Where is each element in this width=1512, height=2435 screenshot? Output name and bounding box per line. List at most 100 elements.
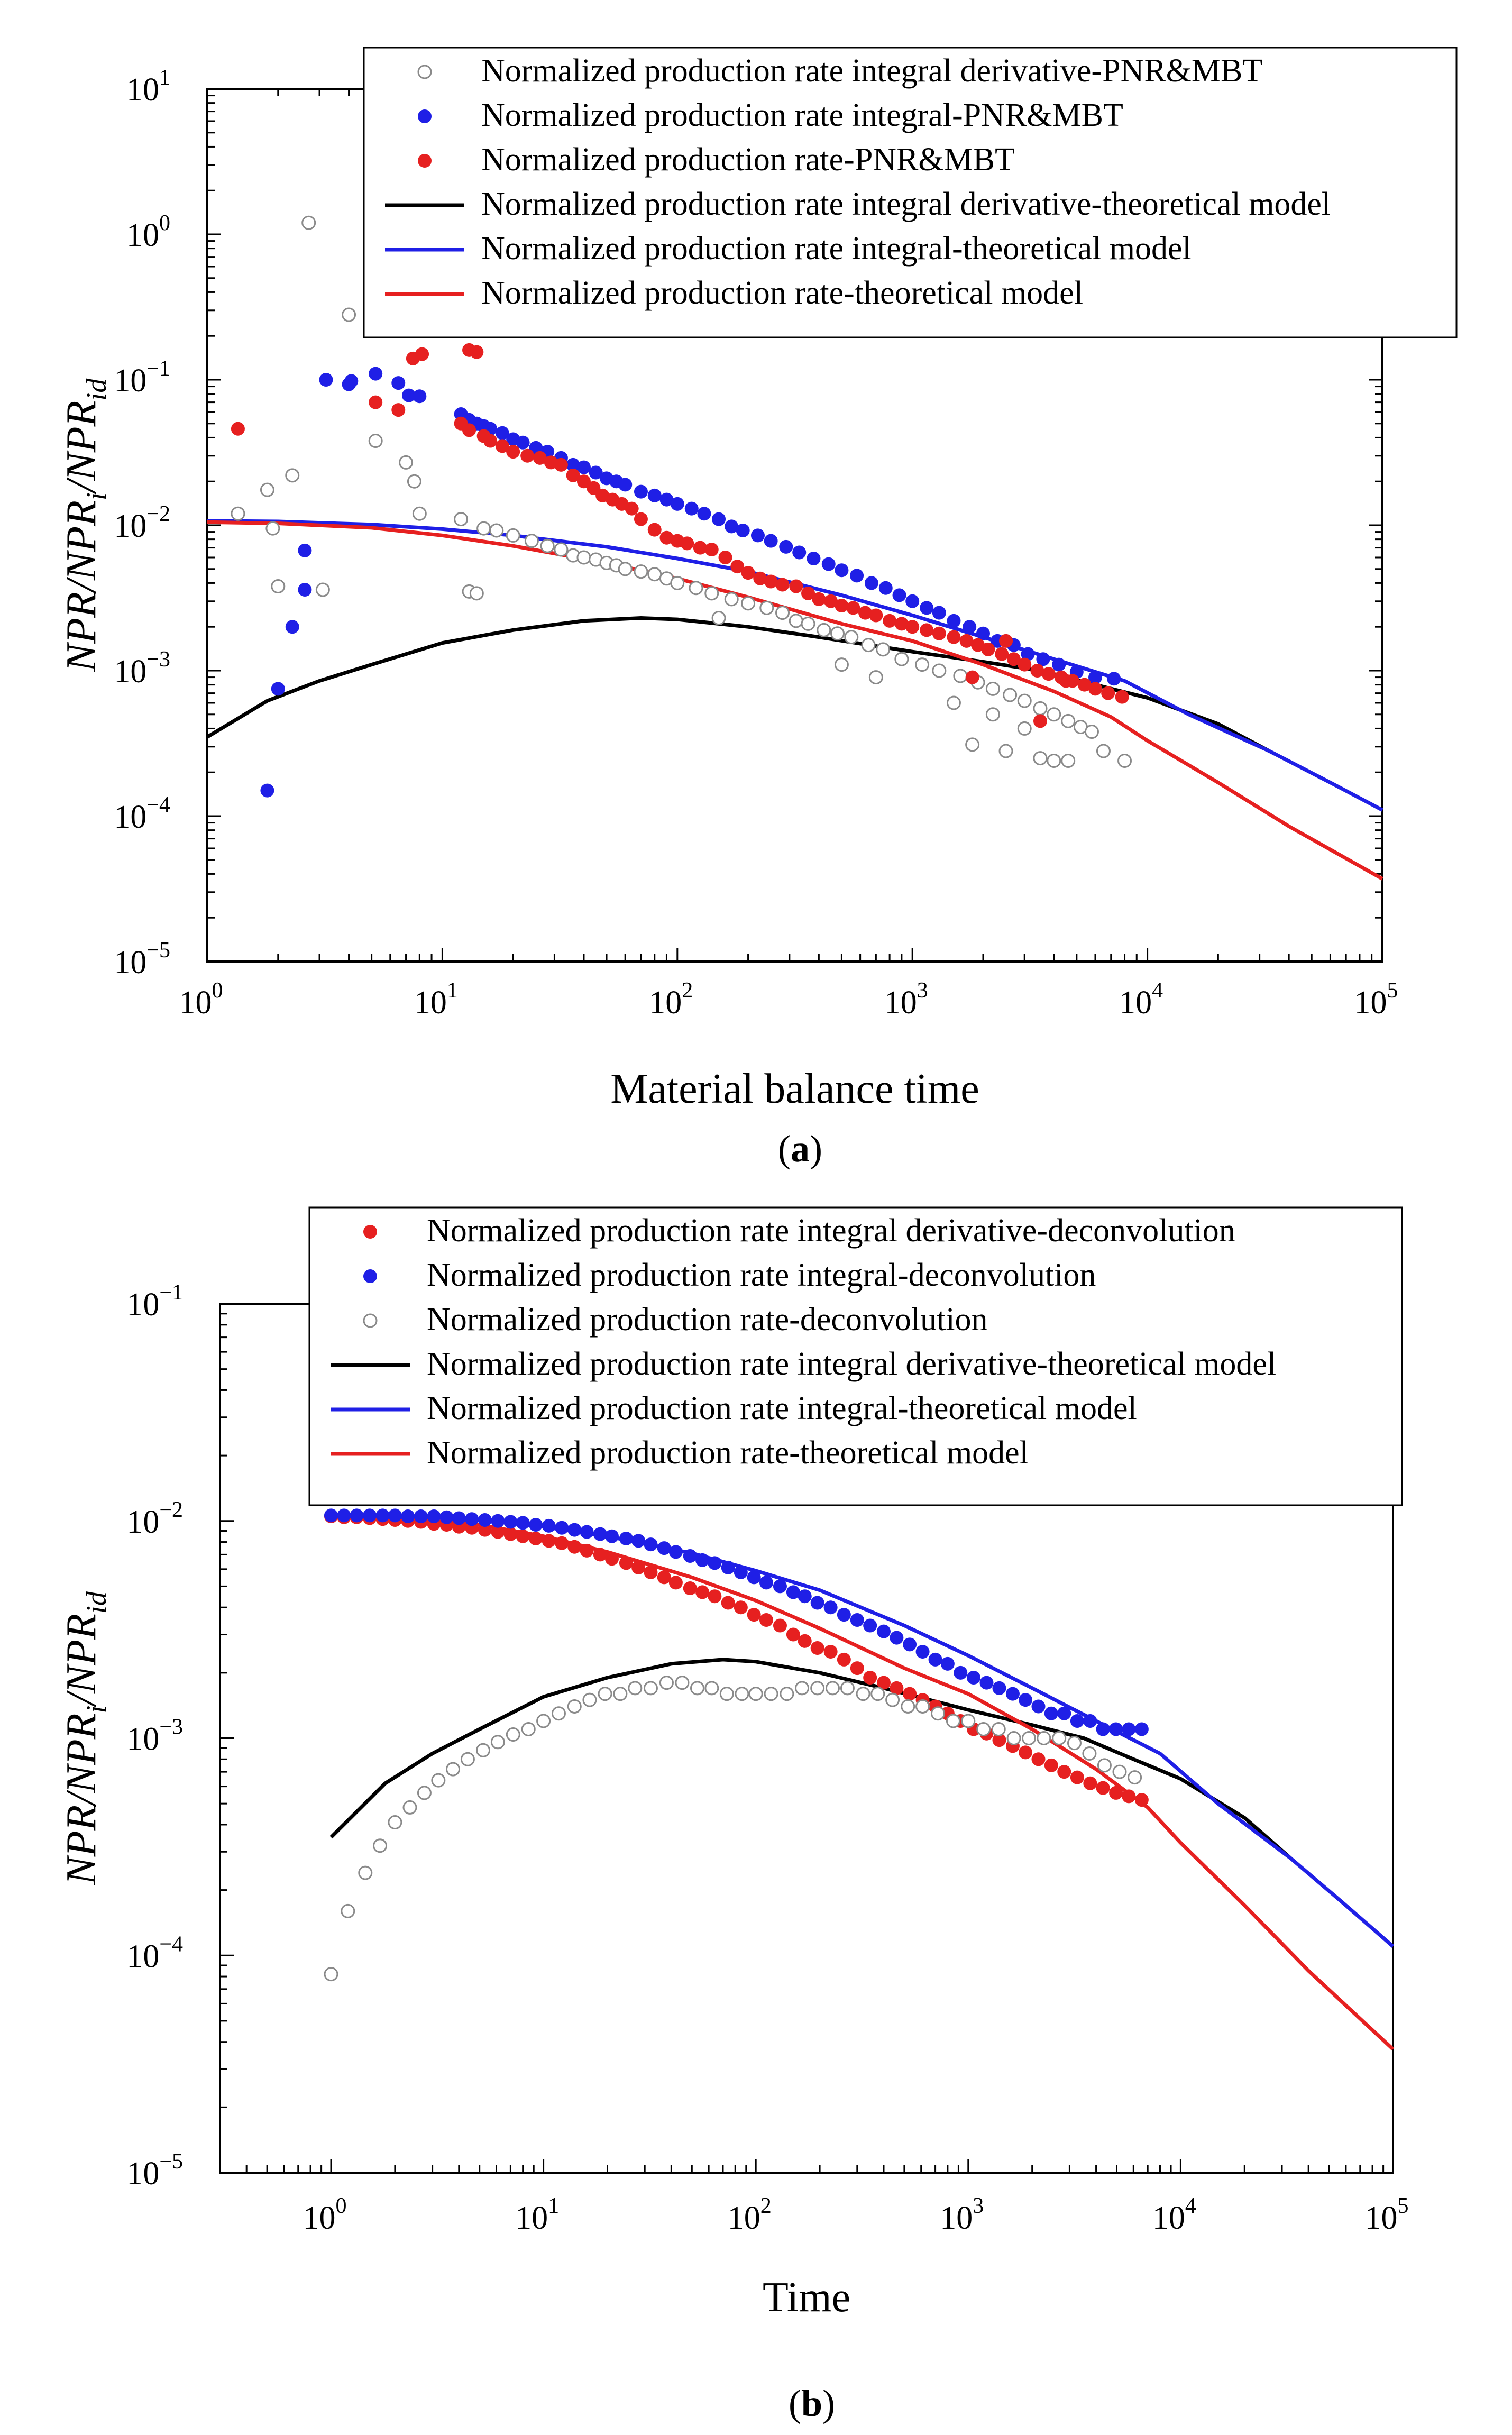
data-point <box>582 1692 597 1707</box>
data-point <box>520 448 535 463</box>
data-point <box>931 1706 946 1721</box>
data-point <box>1017 693 1032 708</box>
data-point <box>1031 1699 1046 1714</box>
data-point <box>844 630 859 645</box>
data-point <box>413 389 427 404</box>
data-point <box>1003 688 1018 702</box>
tick-exponent: −5 <box>159 2149 183 2174</box>
data-point <box>1019 1745 1033 1760</box>
data-point <box>619 1531 633 1545</box>
data-point <box>825 1681 840 1696</box>
data-point <box>576 474 591 489</box>
data-point <box>580 1543 594 1558</box>
data-point <box>1117 753 1132 768</box>
data-point <box>991 1722 1006 1736</box>
tick-base: 10 <box>179 985 212 1021</box>
data-point <box>953 669 968 683</box>
tick-base: 10 <box>1119 985 1152 1021</box>
data-point <box>824 594 838 608</box>
data-point <box>1030 664 1044 678</box>
data-point <box>750 528 765 543</box>
data-point <box>680 536 694 551</box>
data-point <box>576 550 591 565</box>
y-tick-label: 10−1 <box>114 356 170 399</box>
tick-base: 10 <box>126 1938 159 1974</box>
series-line <box>329 1658 1292 1860</box>
data-point <box>1057 1706 1071 1720</box>
data-point <box>801 616 815 631</box>
series-line <box>331 1513 1395 1948</box>
data-point <box>812 592 826 606</box>
data-point <box>369 395 383 409</box>
legend-label: Normalized production rate integral-theo… <box>427 1390 1137 1426</box>
tick-exponent: 2 <box>682 978 693 1003</box>
data-point <box>810 1641 824 1655</box>
series-line <box>331 1514 1395 2051</box>
data-point <box>439 1510 454 1524</box>
data-point <box>1052 1731 1067 1745</box>
data-point <box>753 571 767 585</box>
tick-base: 10 <box>126 1287 159 1323</box>
data-point <box>689 581 703 596</box>
data-point <box>747 1570 761 1585</box>
tick-base: 10 <box>114 654 146 690</box>
y-tick-label: 10−3 <box>114 647 170 690</box>
tick-base: 10 <box>114 945 146 981</box>
tick-exponent: −1 <box>159 1280 183 1305</box>
x-tick-label: 103 <box>884 978 928 1021</box>
y-tick-label: 10−4 <box>126 1932 183 1974</box>
data-point <box>260 482 274 497</box>
data-point <box>798 1589 812 1604</box>
data-point <box>657 1541 671 1555</box>
tick-exponent: 0 <box>159 211 170 235</box>
data-point <box>533 451 547 465</box>
legend-item: Normalized production rate-PNR&MBT <box>418 142 1015 178</box>
series-points <box>324 1509 1149 1807</box>
x-tick-label: 101 <box>515 2194 559 2236</box>
data-point <box>730 560 745 574</box>
data-point <box>516 1529 530 1543</box>
legend-item: Normalized production rate integral-theo… <box>331 1390 1137 1426</box>
data-point <box>690 1681 704 1696</box>
tick-exponent: −3 <box>159 1715 183 1740</box>
panel-a: 100 101 102 103 104 10510−510−410−310−210−110… <box>58 47 1458 1170</box>
tick-exponent: −4 <box>159 1932 183 1956</box>
tick-base: 10 <box>126 1722 159 1757</box>
data-point <box>915 1699 930 1714</box>
tick-base: 10 <box>126 217 159 253</box>
data-point <box>415 347 429 361</box>
tick-base: 10 <box>114 799 146 835</box>
data-point <box>604 1552 619 1566</box>
data-point <box>775 578 790 592</box>
data-point <box>1077 678 1092 692</box>
data-point <box>894 652 909 666</box>
legend-marker <box>418 154 432 168</box>
tick-base: 10 <box>1365 2200 1398 2236</box>
y-tick-label: 10−3 <box>126 1715 183 1757</box>
data-point <box>695 1553 710 1567</box>
data-point <box>401 1509 415 1524</box>
data-point <box>491 1514 505 1528</box>
data-point <box>1047 707 1061 722</box>
x-tick-label: 105 <box>1354 978 1398 1021</box>
data-point <box>469 586 484 601</box>
y-tick-label: 10−5 <box>114 938 170 981</box>
data-point <box>721 1560 735 1574</box>
data-point <box>823 1600 838 1615</box>
data-point <box>503 1515 518 1529</box>
tick-base: 10 <box>728 2200 760 2236</box>
data-point <box>529 1531 543 1545</box>
legend-item: Normalized production rate integral deri… <box>331 1346 1276 1382</box>
data-point <box>1101 686 1115 700</box>
data-point <box>1019 1693 1033 1707</box>
data-point <box>954 1665 968 1680</box>
tick-exponent: 1 <box>548 2194 559 2218</box>
data-point <box>734 1565 748 1579</box>
data-point <box>490 1735 505 1750</box>
data-point <box>992 1681 1006 1695</box>
data-point <box>388 1508 402 1523</box>
data-point <box>659 492 674 507</box>
data-point <box>231 506 245 521</box>
data-point <box>407 474 421 489</box>
data-point <box>506 445 520 459</box>
